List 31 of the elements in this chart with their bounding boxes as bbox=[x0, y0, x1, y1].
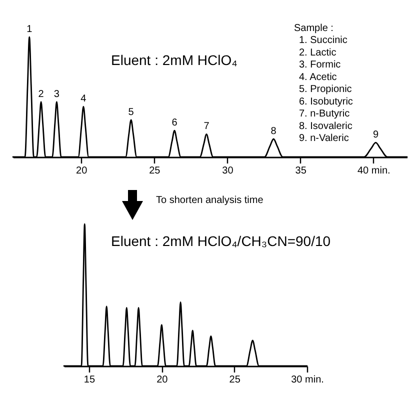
annotation: 6 bbox=[172, 118, 178, 129]
annotation: 3 bbox=[54, 88, 60, 100]
annotation: 1. Succinic bbox=[299, 35, 348, 46]
x-tick-label: 20 bbox=[76, 166, 88, 176]
x-tick-label: 15 bbox=[84, 374, 96, 386]
annotation: Eluent : 2mM HClO₄ bbox=[111, 52, 238, 68]
annotation: 7 bbox=[204, 121, 210, 132]
annotation: 4 bbox=[80, 94, 87, 105]
x-tick-label: 25 bbox=[229, 374, 241, 386]
x-tick-label: 25 bbox=[149, 166, 161, 176]
annotation: Eluent : 2mM HClO₄/CH₃CN=90/10 bbox=[111, 233, 331, 249]
annotation: 2 bbox=[38, 88, 44, 100]
annotation: 4. Acetic bbox=[299, 72, 337, 83]
annotation: 9 bbox=[372, 130, 379, 141]
x-tick-label: 30 min. bbox=[291, 374, 324, 386]
text: Sample : bbox=[294, 23, 334, 34]
x-tick-label: 40 min. bbox=[357, 166, 390, 176]
annotation: 2. Lactic bbox=[299, 47, 336, 58]
annotation: 5. Propionic bbox=[299, 84, 352, 95]
annotation: 5 bbox=[128, 106, 134, 118]
x-tick-label: 20 bbox=[156, 374, 168, 386]
annotation: 9. n-Valeric bbox=[299, 133, 349, 144]
x-tick-label: 35 bbox=[295, 166, 307, 176]
annotation: 3. Formic bbox=[299, 60, 341, 70]
annotation: 8. Isovaleric bbox=[299, 120, 352, 132]
x-tick-label: 30 bbox=[222, 166, 234, 176]
annotation: 1 bbox=[26, 24, 33, 35]
annotation: 7. n-Butyric bbox=[299, 108, 350, 120]
annotation: 8 bbox=[270, 126, 277, 137]
annotation: 6. Isobutyric bbox=[299, 96, 353, 108]
text: To shorten analysis time bbox=[156, 195, 264, 206]
